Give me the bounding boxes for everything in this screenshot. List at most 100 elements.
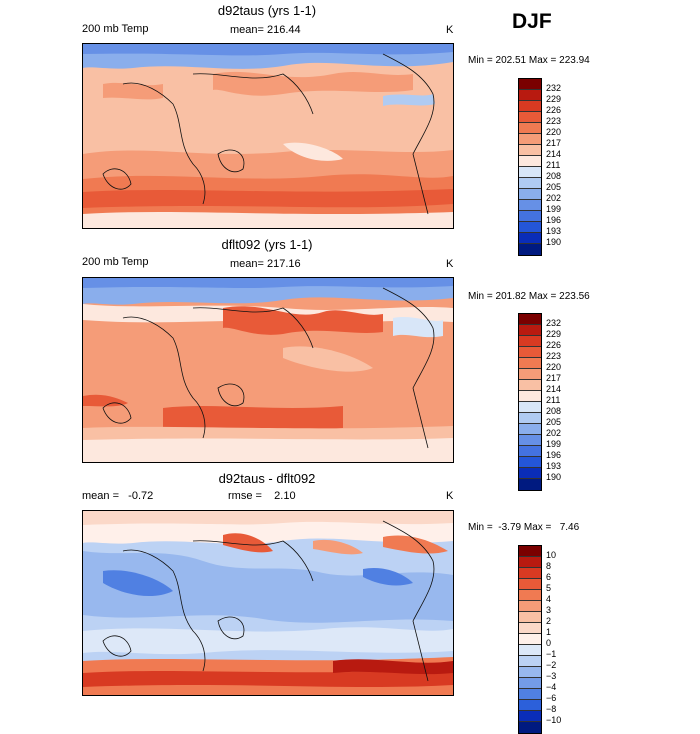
colorbar-swatch [519,167,541,178]
colorbar-label: −3 [546,671,557,681]
panel-3-title: d92taus - dflt092 [218,471,316,486]
colorbar-label: 226 [546,105,562,115]
colorbar-swatch [519,112,541,123]
colorbar-swatch [519,579,541,590]
panel-3-mean: mean = -0.72 [82,490,154,502]
colorbar-swatch [519,211,541,222]
colorbar-label: 217 [546,138,562,148]
colorbar-label: −6 [546,693,557,703]
panel-1-title: d92taus (yrs 1-1) [217,3,317,18]
panel-1-minmax: Min = 202.51 Max = 223.94 [468,55,590,66]
colorbar-label: 199 [546,439,562,449]
colorbar-swatch [519,358,541,369]
colorbar-label: 226 [546,340,562,350]
colorbar-label: 217 [546,373,562,383]
colorbar-swatch [519,325,541,336]
colorbar-label: 193 [546,226,562,236]
panel-1-map [82,43,454,229]
colorbar-label: 220 [546,127,562,137]
colorbar-label: 214 [546,384,562,394]
colorbar-swatch [519,101,541,112]
panel-2-title: dflt092 (yrs 1-1) [221,237,313,252]
colorbar-label: 196 [546,215,562,225]
colorbar-swatch [519,145,541,156]
colorbar-swatch [519,424,541,435]
colorbar-swatch [519,90,541,101]
colorbar-swatch [519,134,541,145]
colorbar-swatch [519,369,541,380]
colorbar-label: 208 [546,171,562,181]
colorbar-swatch [519,156,541,167]
colorbar-label: −10 [546,715,562,725]
colorbar-swatch [519,233,541,244]
colorbar-swatch [519,402,541,413]
colorbar-swatch [519,678,541,689]
colorbar-swatch [519,557,541,568]
colorbar-swatch [519,380,541,391]
colorbar-label: 8 [546,561,552,571]
colorbar-swatch [519,391,541,402]
colorbar-label: 202 [546,193,562,203]
colorbar-swatch [519,479,541,490]
colorbar-label: 193 [546,461,562,471]
colorbar-label: 199 [546,204,562,214]
colorbar-swatch [519,667,541,678]
panel-1-variable: 200 mb Temp [82,23,149,35]
colorbar-label: 229 [546,329,562,339]
colorbar-swatch [519,314,541,325]
colorbar-label: 3 [546,605,552,615]
colorbar-swatch [519,347,541,358]
panel-2-map [82,277,454,463]
colorbar-label: 196 [546,450,562,460]
panel-2-mean: mean= 217.16 [230,258,301,270]
colorbar-label: 232 [546,83,562,93]
colorbar-swatch [519,468,541,479]
colorbar-swatch [519,700,541,711]
panel-3-colorbar [518,545,542,734]
colorbar-label: 220 [546,362,562,372]
colorbar-label: 10 [546,550,557,560]
panel-1-mean: mean= 216.44 [230,24,301,36]
colorbar-label: −8 [546,704,557,714]
colorbar-swatch [519,656,541,667]
colorbar-label: 208 [546,406,562,416]
colorbar-label: −1 [546,649,557,659]
panel-3-map [82,510,454,696]
panel-2-minmax: Min = 201.82 Max = 223.56 [468,291,590,302]
colorbar-label: 1 [546,627,552,637]
colorbar-label: 223 [546,351,562,361]
colorbar-label: 190 [546,472,562,482]
colorbar-label: −2 [546,660,557,670]
colorbar-swatch [519,244,541,255]
colorbar-swatch [519,568,541,579]
colorbar-label: 6 [546,572,552,582]
colorbar-label: 5 [546,583,552,593]
colorbar-swatch [519,722,541,733]
colorbar-swatch [519,457,541,468]
panel-3-units: K [446,490,454,502]
colorbar-swatch [519,689,541,700]
colorbar-label: 214 [546,149,562,159]
colorbar-swatch [519,546,541,557]
colorbar-label: −4 [546,682,557,692]
colorbar-label: 229 [546,94,562,104]
colorbar-swatch [519,623,541,634]
colorbar-swatch [519,435,541,446]
colorbar-swatch [519,123,541,134]
colorbar-swatch [519,222,541,233]
colorbar-swatch [519,601,541,612]
colorbar-label: 2 [546,616,552,626]
colorbar-label: 205 [546,182,562,192]
colorbar-label: 223 [546,116,562,126]
colorbar-swatch [519,336,541,347]
colorbar-label: 205 [546,417,562,427]
panel-3-rmse: rmse = 2.10 [228,490,296,502]
colorbar-swatch [519,178,541,189]
colorbar-swatch [519,711,541,722]
colorbar-label: 0 [546,638,552,648]
colorbar-label: 232 [546,318,562,328]
colorbar-label: 202 [546,428,562,438]
colorbar-swatch [519,200,541,211]
panel-1-units: K [446,24,454,36]
colorbar-swatch [519,79,541,90]
